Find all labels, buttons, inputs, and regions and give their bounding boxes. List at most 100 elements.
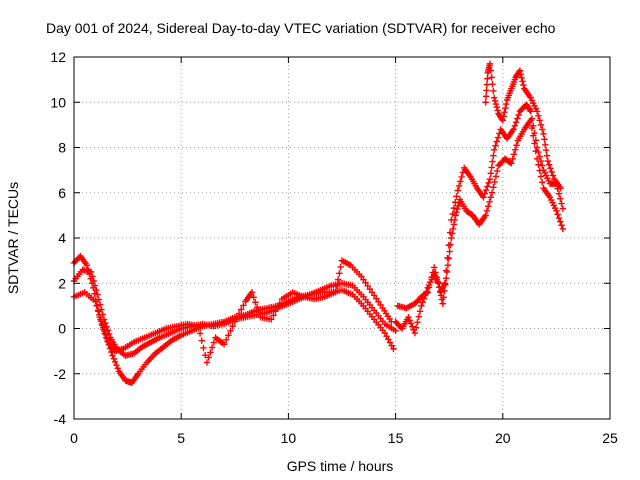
data-point <box>549 172 557 179</box>
data-point <box>97 316 104 323</box>
data-point <box>488 189 496 196</box>
data-point <box>198 337 205 344</box>
data-point <box>501 109 508 116</box>
series-track-e <box>394 101 567 312</box>
data-point <box>488 74 495 81</box>
data-point <box>540 130 547 138</box>
data-point <box>99 324 107 331</box>
data-point <box>537 157 545 165</box>
data-point <box>102 319 109 327</box>
data-point <box>557 185 564 192</box>
data-point <box>443 268 451 276</box>
data-point <box>452 199 459 206</box>
data-point <box>415 313 422 320</box>
data-point <box>502 104 509 112</box>
data-point <box>96 311 103 319</box>
data-point <box>210 339 217 346</box>
data-point <box>449 210 456 218</box>
data-point <box>555 190 563 197</box>
data-point <box>508 160 515 167</box>
data-point <box>483 81 491 88</box>
x-tick-label: 10 <box>281 430 297 446</box>
data-point <box>544 157 552 165</box>
data-point <box>105 330 113 338</box>
data-point <box>337 263 344 271</box>
data-point <box>539 162 546 169</box>
data-point <box>334 276 342 283</box>
x-tick-label: 0 <box>70 430 78 446</box>
data-point <box>202 351 209 359</box>
data-point <box>110 355 118 363</box>
data-point <box>91 290 98 297</box>
data-point <box>96 301 104 308</box>
data-point <box>535 161 542 168</box>
data-point <box>531 140 538 147</box>
data-point <box>483 207 491 215</box>
data-point <box>392 327 399 334</box>
data-point <box>559 225 567 233</box>
data-point <box>545 161 553 168</box>
data-point <box>537 121 545 129</box>
data-point <box>487 170 494 177</box>
data-point <box>493 138 500 145</box>
data-point <box>530 122 537 129</box>
data-point <box>83 261 91 269</box>
data-point <box>87 268 95 276</box>
data-point <box>485 203 492 210</box>
data-point <box>433 274 440 281</box>
data-point <box>446 248 453 255</box>
data-point <box>200 344 207 352</box>
data-point <box>250 294 257 301</box>
series-track-b <box>70 266 399 359</box>
data-point <box>102 331 109 339</box>
x-tick-label: 20 <box>495 430 511 446</box>
data-point <box>491 97 499 105</box>
data-point <box>255 309 263 316</box>
data-point <box>442 267 450 274</box>
data-point <box>231 318 238 325</box>
series-track-c <box>70 257 395 366</box>
data-point <box>510 126 517 133</box>
data-point <box>558 222 565 229</box>
data-point <box>536 117 543 124</box>
data-point <box>542 141 549 148</box>
data-point <box>109 352 116 359</box>
data-point <box>229 323 236 330</box>
data-point <box>113 361 120 369</box>
data-point <box>528 115 536 122</box>
data-point <box>93 286 100 294</box>
data-point <box>240 302 247 309</box>
data-point <box>531 129 538 137</box>
data-point <box>225 332 232 339</box>
data-point <box>93 302 100 310</box>
data-point <box>446 229 454 236</box>
data-point <box>493 104 500 111</box>
data-point <box>486 60 494 67</box>
data-point <box>414 318 421 326</box>
data-point <box>482 186 490 194</box>
data-point <box>270 312 277 319</box>
data-point <box>103 335 111 342</box>
data-point <box>514 115 521 122</box>
data-point <box>512 118 520 126</box>
data-point <box>486 175 494 183</box>
y-tick-label: 12 <box>50 49 66 65</box>
data-point <box>533 108 541 115</box>
data-point <box>90 277 97 285</box>
data-point <box>482 99 489 106</box>
data-point <box>416 308 424 315</box>
data-point <box>480 194 487 201</box>
series-track-d <box>392 117 567 337</box>
data-point <box>453 193 460 200</box>
y-tick-label: 8 <box>58 140 66 156</box>
data-point <box>489 80 496 88</box>
data-point <box>482 93 490 100</box>
data-point <box>457 178 464 185</box>
data-point <box>535 148 542 156</box>
x-tick-label: 25 <box>602 430 618 446</box>
data-point <box>537 173 545 180</box>
data-point <box>444 261 452 269</box>
data-point <box>481 190 488 197</box>
data-point <box>515 111 522 119</box>
